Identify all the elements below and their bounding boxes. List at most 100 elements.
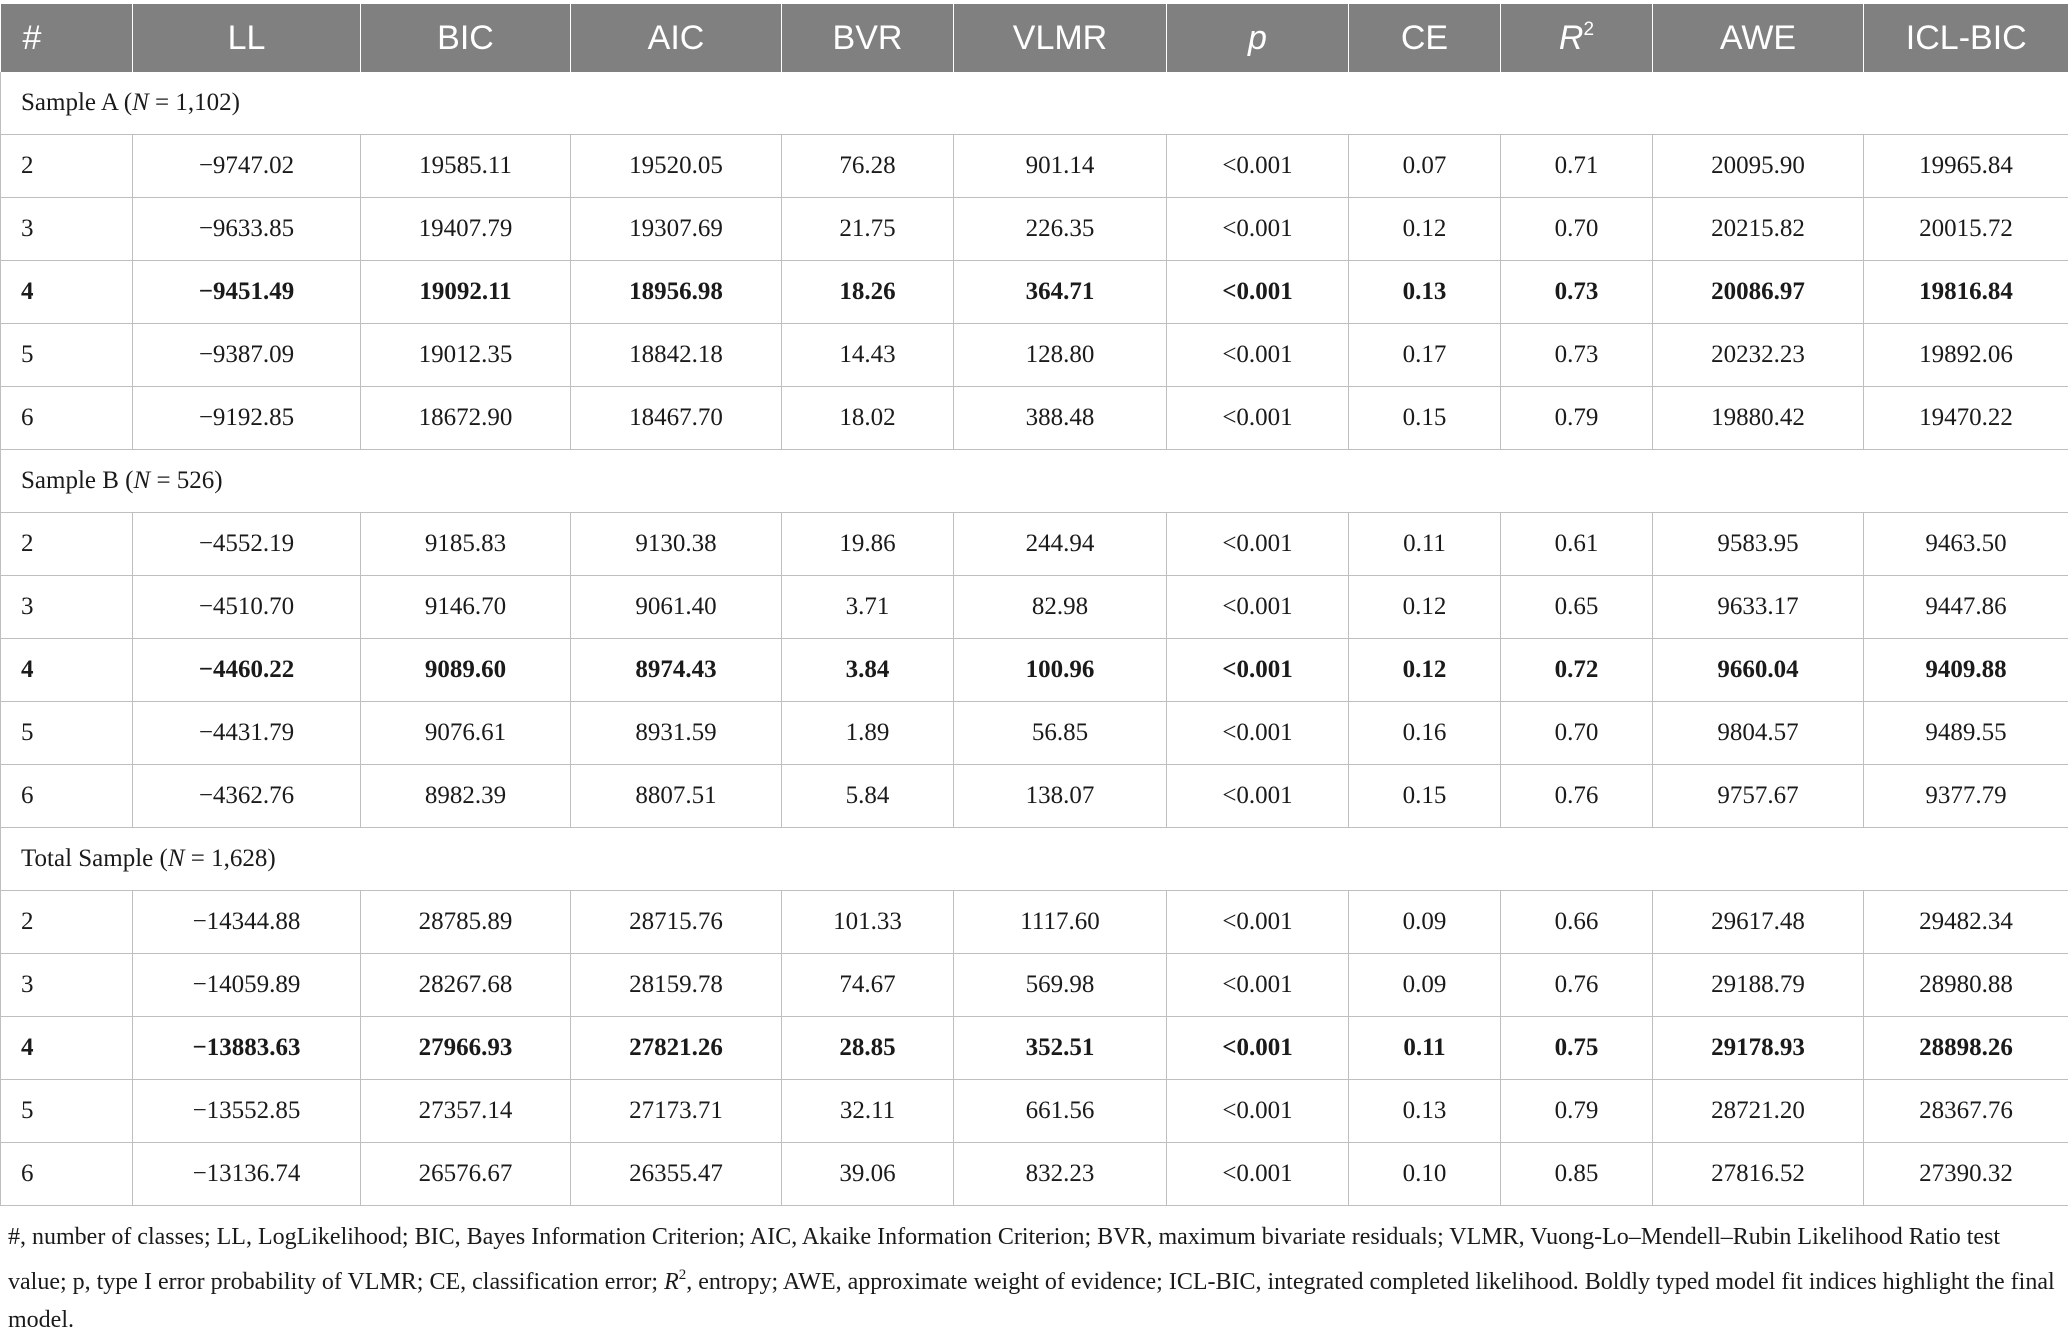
r2-letter: R [1558,18,1584,57]
cell-aic: 19307.69 [570,197,782,261]
cell-aic: 27821.26 [570,1016,782,1080]
footnote-r-superscript: 2 [678,1267,687,1283]
col-header-icl-bic: ICL-BIC [1863,4,2068,72]
cell-icl-bic: 20015.72 [1863,197,2068,261]
cell-p: <0.001 [1166,1142,1349,1206]
cell-bic: 27966.93 [360,1016,571,1080]
cell-r2: 0.70 [1500,701,1653,765]
cell-ce: 0.12 [1348,197,1501,261]
model-fit-table: # LL BIC AIC BVR VLMR p CE R2 AWE ICL-BI… [0,4,2068,1206]
section-label: Sample B (N = 526) [0,449,2068,513]
cell-p: <0.001 [1166,1079,1349,1143]
cell-ce: 0.17 [1348,323,1501,387]
cell-r2: 0.71 [1500,134,1653,198]
table-row: 3 −14059.89 28267.68 28159.78 74.67 569.98 <0.… [0,953,2068,1017]
cell-aic: 28715.76 [570,890,782,954]
cell-icl-bic: 9447.86 [1863,575,2068,639]
cell-ll: −4510.70 [132,575,361,639]
cell-p: <0.001 [1166,512,1349,576]
col-header-r2: R2 [1500,4,1653,72]
table-row: 4 −13883.63 27966.93 27821.26 28.85 352.51 <0.… [0,1016,2068,1080]
cell-awe: 20215.82 [1652,197,1864,261]
cell-bic: 19407.79 [360,197,571,261]
cell-awe: 9660.04 [1652,638,1864,702]
cell-r2: 0.79 [1500,386,1653,450]
cell-vlmr: 661.56 [953,1079,1167,1143]
footnote-text-2: , entropy; AWE, approximate weight of ev… [8,1269,2055,1333]
cell-vlmr: 56.85 [953,701,1167,765]
cell-r2: 0.66 [1500,890,1653,954]
cell-classes: 6 [0,1142,133,1206]
cell-classes: 6 [0,764,133,828]
cell-vlmr: 901.14 [953,134,1167,198]
cell-p: <0.001 [1166,638,1349,702]
cell-aic: 9061.40 [570,575,782,639]
cell-r2: 0.76 [1500,953,1653,1017]
cell-vlmr: 138.07 [953,764,1167,828]
cell-icl-bic: 28898.26 [1863,1016,2068,1080]
cell-classes: 4 [0,638,133,702]
cell-awe: 28721.20 [1652,1079,1864,1143]
cell-bic: 9185.83 [360,512,571,576]
cell-icl-bic: 9377.79 [1863,764,2068,828]
cell-bvr: 3.84 [781,638,954,702]
cell-vlmr: 226.35 [953,197,1167,261]
table-body: Sample A (N = 1,102) 2 −9747.02 19585.11 195… [0,72,2068,1206]
cell-icl-bic: 19892.06 [1863,323,2068,387]
cell-aic: 8807.51 [570,764,782,828]
cell-ce: 0.09 [1348,890,1501,954]
cell-bic: 26576.67 [360,1142,571,1206]
cell-ce: 0.12 [1348,638,1501,702]
cell-r2: 0.73 [1500,260,1653,324]
table-row: 2 −4552.19 9185.83 9130.38 19.86 244.94 <0.001… [0,512,2068,576]
cell-icl-bic: 27390.32 [1863,1142,2068,1206]
cell-awe: 19880.42 [1652,386,1864,450]
cell-ll: −9747.02 [132,134,361,198]
cell-bic: 9146.70 [360,575,571,639]
col-header-bvr: BVR [781,4,954,72]
section-row: Total Sample (N = 1,628) [0,827,2068,891]
cell-ll: −4460.22 [132,638,361,702]
cell-r2: 0.65 [1500,575,1653,639]
cell-awe: 9804.57 [1652,701,1864,765]
col-header-p: p [1166,4,1349,72]
cell-p: <0.001 [1166,575,1349,639]
col-header-classes: # [0,4,133,72]
cell-bic: 27357.14 [360,1079,571,1143]
cell-bvr: 76.28 [781,134,954,198]
col-header-bic: BIC [360,4,571,72]
cell-classes: 3 [0,953,133,1017]
cell-ll: −9451.49 [132,260,361,324]
cell-awe: 20232.23 [1652,323,1864,387]
cell-awe: 20095.90 [1652,134,1864,198]
cell-vlmr: 244.94 [953,512,1167,576]
cell-p: <0.001 [1166,323,1349,387]
r2-superscript: 2 [1583,18,1595,40]
cell-bic: 28267.68 [360,953,571,1017]
cell-aic: 26355.47 [570,1142,782,1206]
cell-aic: 27173.71 [570,1079,782,1143]
cell-vlmr: 100.96 [953,638,1167,702]
cell-ll: −9192.85 [132,386,361,450]
footnote-r-letter: R [664,1269,679,1295]
cell-awe: 27816.52 [1652,1142,1864,1206]
cell-ce: 0.09 [1348,953,1501,1017]
section-n-symbol: N [167,845,185,872]
cell-vlmr: 364.71 [953,260,1167,324]
section-n-symbol: N [133,467,151,494]
cell-bvr: 18.26 [781,260,954,324]
cell-r2: 0.76 [1500,764,1653,828]
cell-bic: 28785.89 [360,890,571,954]
cell-awe: 20086.97 [1652,260,1864,324]
col-header-ll: LL [132,4,361,72]
table-container: # LL BIC AIC BVR VLMR p CE R2 AWE ICL-BI… [0,4,2068,1339]
cell-r2: 0.70 [1500,197,1653,261]
cell-ll: −13136.74 [132,1142,361,1206]
section-row: Sample B (N = 526) [0,449,2068,513]
cell-vlmr: 128.80 [953,323,1167,387]
cell-aic: 28159.78 [570,953,782,1017]
cell-bvr: 28.85 [781,1016,954,1080]
table-row: 6 −9192.85 18672.90 18467.70 18.02 388.48 <0.0… [0,386,2068,450]
cell-icl-bic: 19816.84 [1863,260,2068,324]
cell-vlmr: 82.98 [953,575,1167,639]
